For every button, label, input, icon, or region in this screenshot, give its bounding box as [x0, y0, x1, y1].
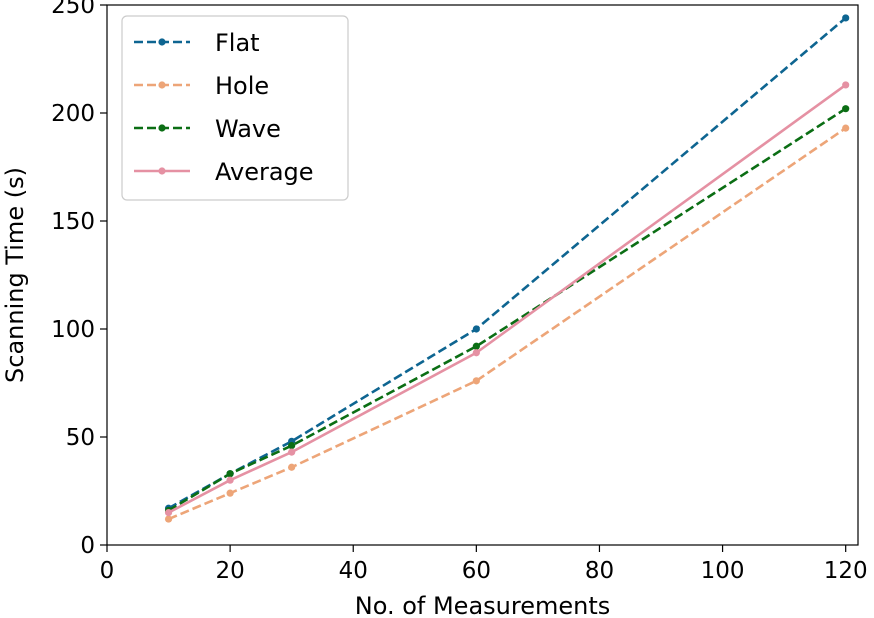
- data-point: [288, 463, 296, 471]
- data-point: [164, 515, 173, 523]
- series-line: [167, 107, 847, 512]
- x-tick-label: 20: [215, 558, 244, 584]
- data-point: [226, 470, 234, 478]
- data-point: [472, 349, 480, 357]
- plot-area: [164, 14, 850, 523]
- data-point: [472, 377, 480, 385]
- x-tick-label: 0: [100, 558, 115, 584]
- y-tick-label: 200: [51, 101, 95, 127]
- data-point: [288, 442, 296, 450]
- legend-label: Average: [215, 158, 314, 186]
- legend-item-wave: Wave: [134, 115, 281, 143]
- data-point: [842, 124, 850, 132]
- series-line: [167, 16, 847, 510]
- legend-label: Flat: [215, 29, 260, 57]
- plot-frame: [106, 4, 859, 546]
- legend-marker: [158, 38, 166, 46]
- y-tick-label: 100: [51, 317, 95, 343]
- y-axis-label: Scanning Time (s): [1, 167, 29, 383]
- legend-marker: [158, 124, 166, 132]
- x-axis: 0 20 40 60 80 100 120: [100, 545, 868, 584]
- x-tick-label: 60: [462, 558, 491, 584]
- legend-marker: [158, 167, 166, 175]
- legend: Flat Hole Wave Average: [121, 15, 349, 201]
- data-point: [472, 325, 480, 333]
- data-point: [842, 105, 850, 113]
- legend-label: Wave: [215, 115, 281, 143]
- data-point: [472, 342, 480, 350]
- series-average: [164, 81, 850, 517]
- y-tick-label: 50: [66, 425, 95, 451]
- data-point: [842, 14, 850, 22]
- x-axis-label: No. of Measurements: [355, 592, 611, 618]
- x-tick-label: 80: [585, 558, 614, 584]
- series-hole: [164, 124, 850, 523]
- legend-item-average: Average: [134, 158, 314, 186]
- x-tick-label: 40: [339, 558, 368, 584]
- y-tick-label: 150: [51, 209, 95, 235]
- data-point: [164, 508, 173, 517]
- data-point: [842, 81, 850, 89]
- legend-label: Hole: [215, 72, 269, 100]
- legend-item-flat: Flat: [134, 29, 260, 57]
- legend-box: [121, 15, 349, 201]
- data-point: [288, 448, 296, 456]
- data-point: [226, 476, 234, 484]
- y-tick-label: 250: [51, 0, 95, 19]
- x-tick-label: 120: [824, 558, 868, 584]
- y-tick-label: 0: [80, 533, 95, 559]
- x-tick-label: 100: [701, 558, 745, 584]
- legend-marker: [158, 81, 166, 89]
- legend-item-hole: Hole: [134, 72, 269, 100]
- y-axis: 0 50 100 150 200 250: [51, 0, 107, 559]
- data-point: [226, 489, 234, 497]
